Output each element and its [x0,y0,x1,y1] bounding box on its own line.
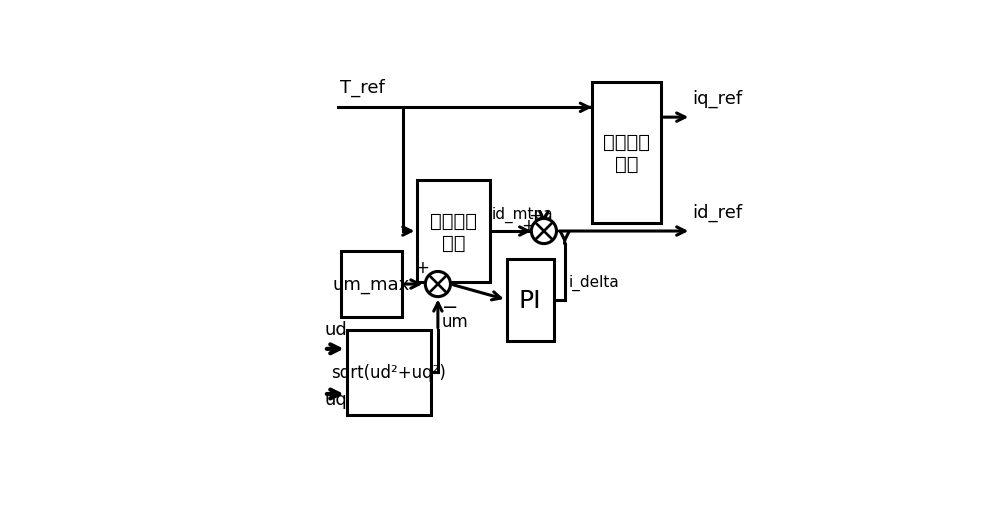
FancyBboxPatch shape [417,181,490,282]
FancyBboxPatch shape [507,259,554,342]
Text: um: um [442,313,469,331]
Text: 一维插值
查表: 一维插值 查表 [430,211,477,252]
Text: +: + [528,207,542,225]
Circle shape [531,219,556,244]
FancyBboxPatch shape [347,330,431,415]
Text: uq: uq [325,390,348,408]
Text: PI: PI [519,288,541,312]
Text: T_ref: T_ref [340,79,384,97]
Text: ud: ud [325,320,348,338]
Text: id_mtpa: id_mtpa [492,207,554,223]
Text: 二维插值
查表: 二维插值 查表 [603,133,650,174]
Text: id_ref: id_ref [692,204,742,222]
FancyBboxPatch shape [592,82,661,224]
Text: −: − [442,298,458,317]
Text: iq_ref: iq_ref [692,90,742,108]
FancyBboxPatch shape [341,251,402,318]
Text: +: + [521,217,535,235]
Circle shape [425,272,450,297]
Text: sqrt(ud²+uq²): sqrt(ud²+uq²) [331,364,446,382]
Text: i_delta: i_delta [569,274,619,290]
Text: +: + [415,259,429,276]
Text: um_max: um_max [333,275,410,294]
